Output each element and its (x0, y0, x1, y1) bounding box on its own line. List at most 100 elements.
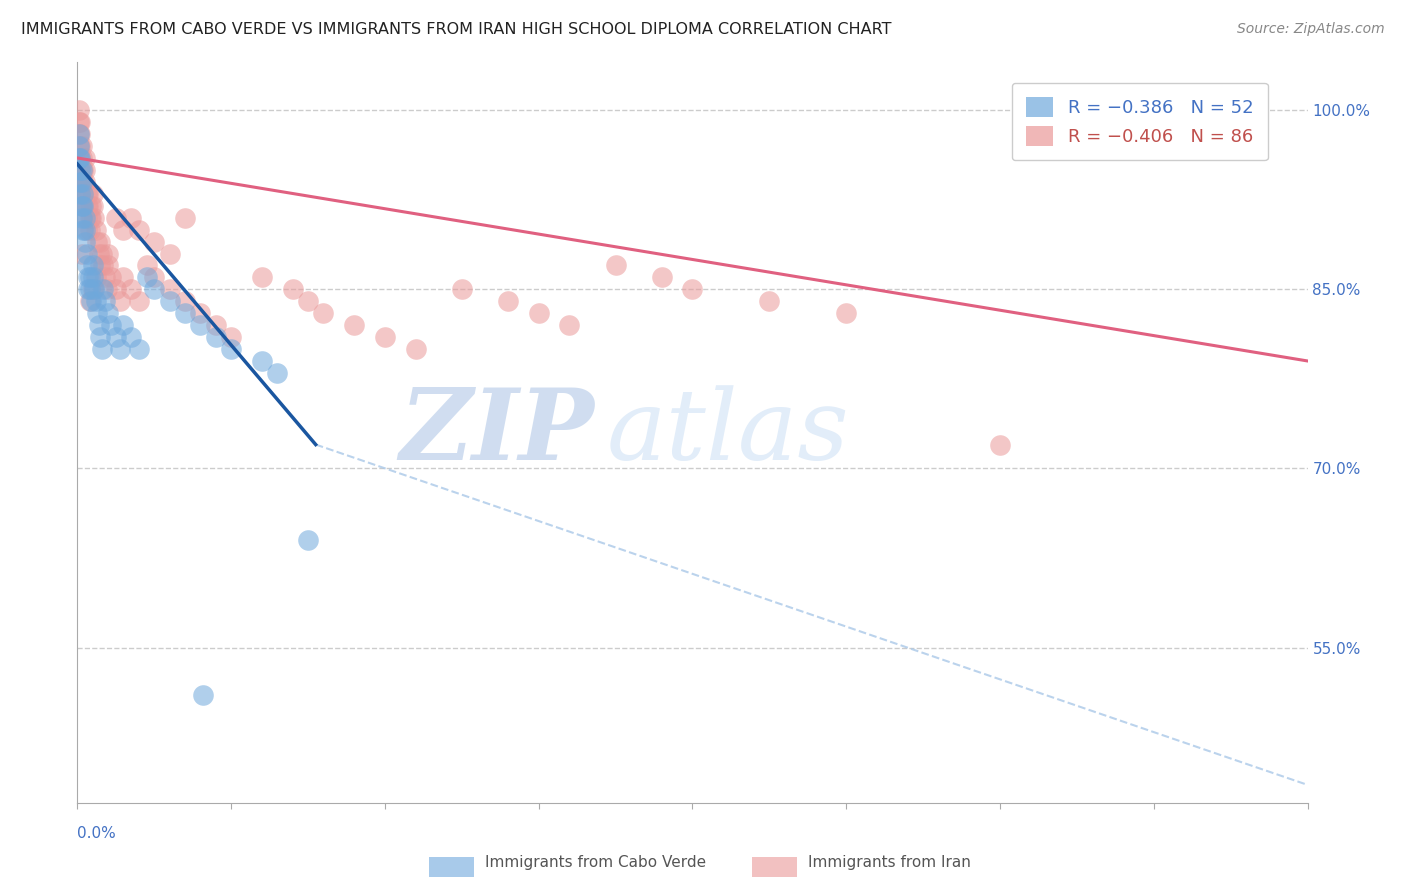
Point (90, 246, 114, 260)
Point (110, 342, 132, 356)
Point (104, 330, 127, 344)
Point (76, 199, 98, 213)
Point (82, 186, 104, 201)
Point (70, 199, 93, 213)
Point (84, 222, 107, 236)
Point (82, 282, 104, 296)
Point (250, 270, 273, 285)
Text: atlas: atlas (606, 385, 849, 480)
Point (73, 175, 96, 189)
Point (651, 270, 673, 285)
Point (70, 139, 93, 153)
Point (297, 294, 319, 309)
Point (219, 342, 242, 356)
Point (79, 211, 101, 225)
Point (79, 270, 101, 285)
Point (82, 270, 104, 285)
Point (193, 689, 215, 703)
Point (94, 294, 117, 309)
Point (527, 306, 550, 320)
Point (84, 270, 107, 285)
Point (758, 294, 780, 309)
Point (112, 318, 135, 333)
Point (67, 115, 90, 129)
Point (79, 282, 101, 296)
Point (84, 294, 107, 309)
Text: 0.0%: 0.0% (77, 827, 117, 841)
Point (82, 259, 104, 273)
Point (104, 211, 127, 225)
Point (77, 282, 100, 296)
Point (70, 162, 93, 177)
Point (69, 175, 91, 189)
Point (70, 175, 93, 189)
Point (69, 127, 91, 141)
Point (82, 199, 104, 213)
Point (80, 211, 103, 225)
Point (72, 186, 94, 201)
Point (70, 175, 93, 189)
Point (87, 246, 110, 260)
Point (69, 186, 91, 201)
Point (835, 306, 858, 320)
Text: Immigrants from Cabo Verde: Immigrants from Cabo Verde (485, 855, 706, 870)
Point (76, 259, 98, 273)
Point (558, 318, 581, 333)
Point (80, 199, 103, 213)
Point (159, 246, 181, 260)
Point (76, 222, 98, 236)
Point (143, 235, 166, 249)
Point (97, 259, 120, 273)
Point (204, 330, 226, 344)
Point (110, 294, 132, 309)
Point (89, 259, 111, 273)
Point (120, 211, 142, 225)
Point (69, 175, 91, 189)
Point (73, 235, 96, 249)
Point (76, 246, 98, 260)
Point (281, 282, 304, 296)
Point (67, 139, 90, 153)
Point (69, 139, 91, 153)
Point (188, 318, 212, 333)
Point (297, 533, 319, 547)
Point (76, 186, 98, 201)
Point (72, 199, 94, 213)
Point (120, 330, 142, 344)
Point (97, 246, 120, 260)
Text: Immigrants from Iran: Immigrants from Iran (808, 855, 972, 870)
Point (100, 270, 122, 285)
Text: Source: ZipAtlas.com: Source: ZipAtlas.com (1237, 22, 1385, 37)
Point (67, 139, 90, 153)
Point (128, 294, 150, 309)
Point (67, 103, 90, 118)
Point (93, 259, 115, 273)
Point (219, 330, 242, 344)
Point (96, 282, 118, 296)
Point (97, 306, 120, 320)
Point (73, 162, 96, 177)
Point (174, 306, 197, 320)
Point (135, 259, 157, 273)
Point (93, 282, 115, 296)
Point (67, 127, 90, 141)
Point (343, 318, 366, 333)
Point (135, 270, 157, 285)
Point (72, 162, 94, 177)
Point (69, 151, 91, 165)
Point (79, 222, 101, 236)
Point (87, 318, 110, 333)
Point (77, 270, 100, 285)
Point (80, 294, 103, 309)
Point (112, 270, 135, 285)
Point (70, 151, 93, 165)
Point (159, 282, 181, 296)
Legend: R = −0.386   N = 52, R = −0.406   N = 86: R = −0.386 N = 52, R = −0.406 N = 86 (1012, 83, 1268, 161)
Point (73, 222, 96, 236)
Point (312, 306, 335, 320)
Point (77, 199, 100, 213)
Point (496, 294, 519, 309)
Point (83, 211, 105, 225)
Point (69, 162, 91, 177)
Point (988, 437, 1011, 451)
